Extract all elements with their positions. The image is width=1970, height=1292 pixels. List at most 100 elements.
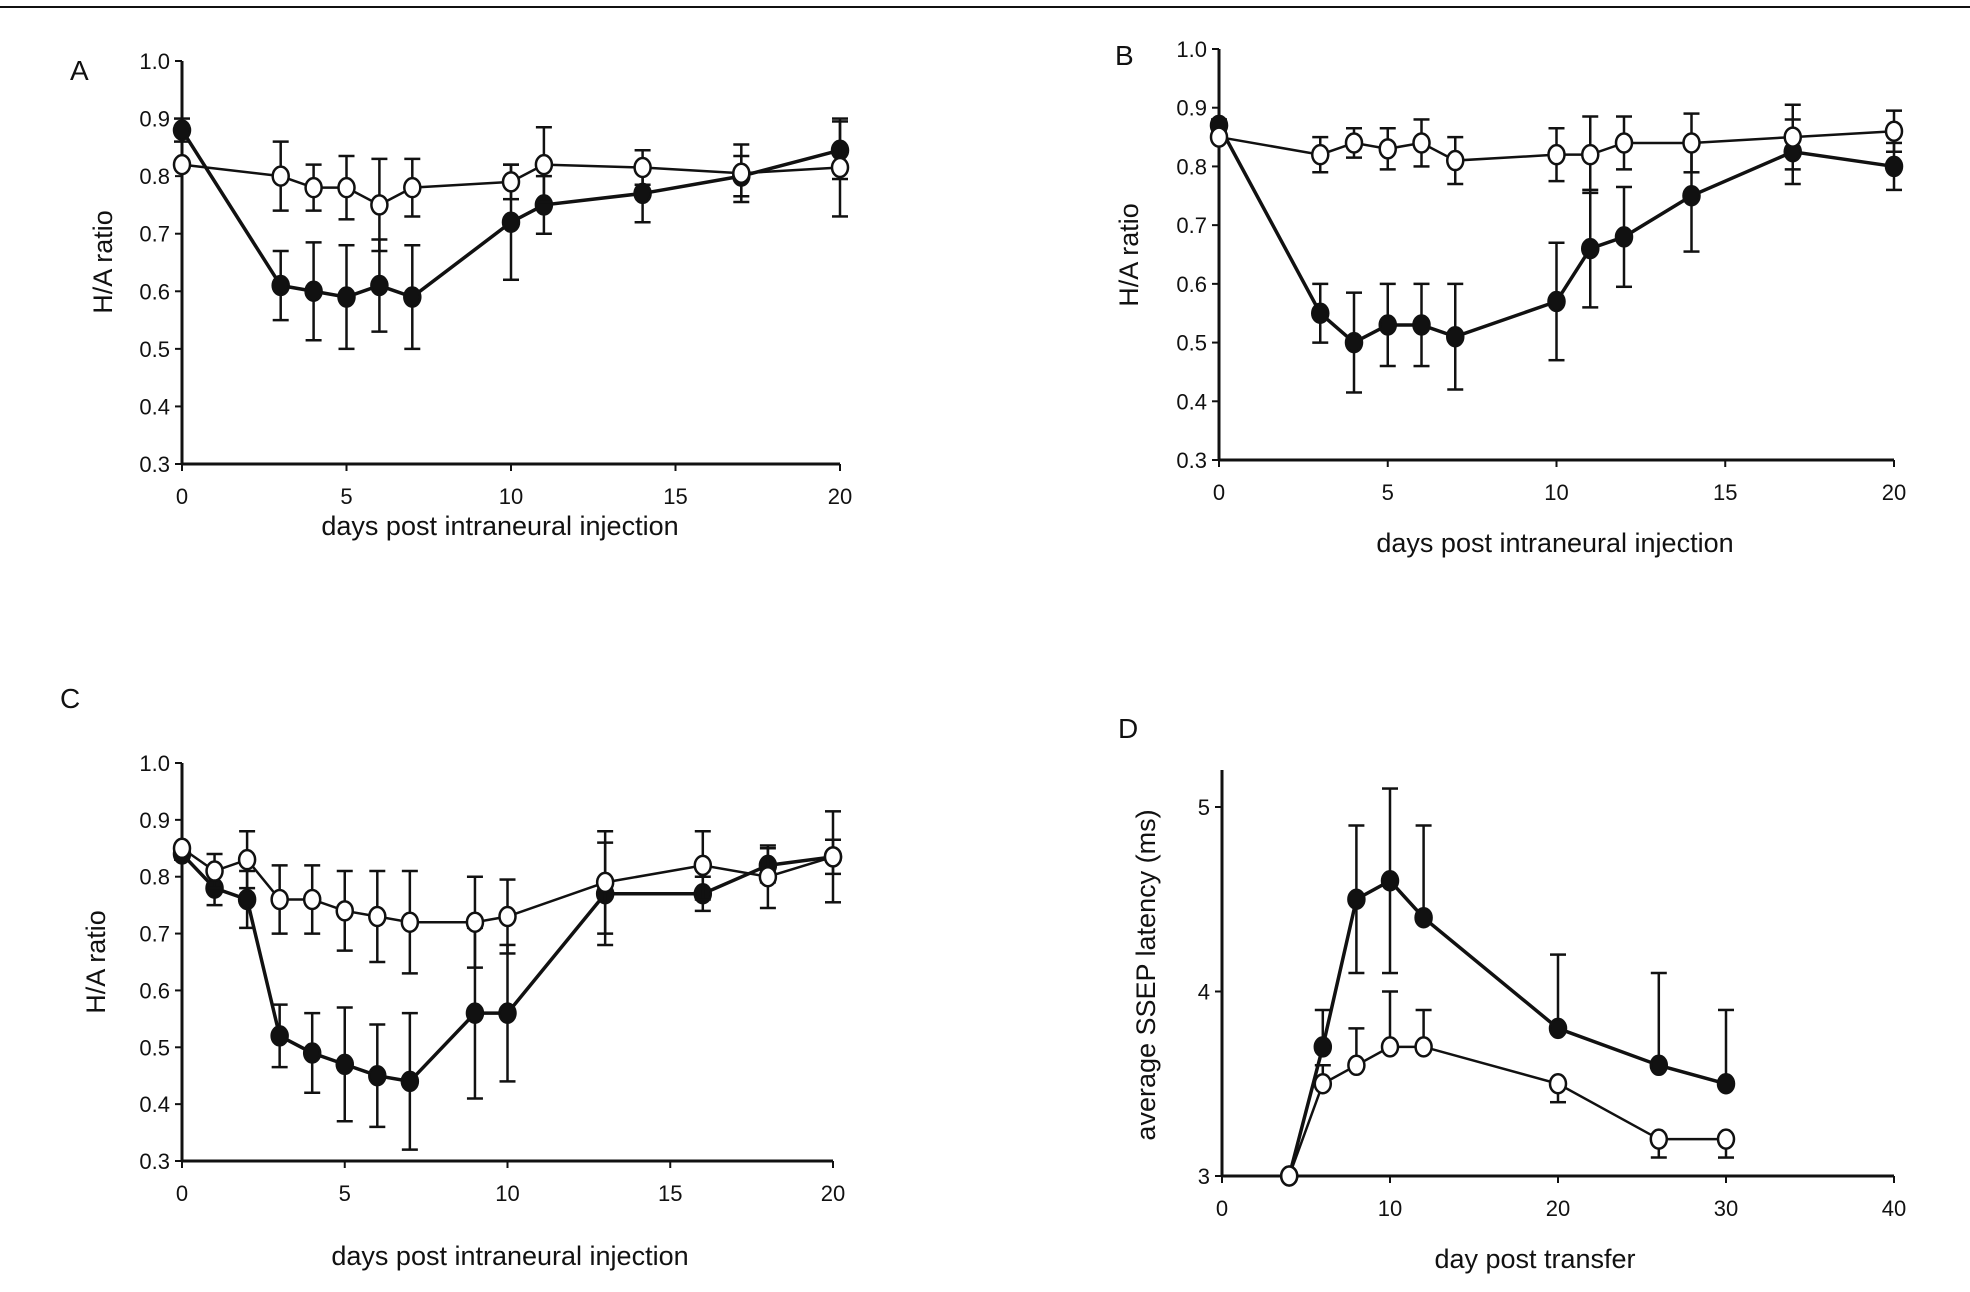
data-point <box>1378 314 1397 336</box>
y-tick-label: 0.4 <box>1176 389 1207 414</box>
y-tick-label: 0.6 <box>1176 272 1207 297</box>
series-open <box>1209 103 1904 195</box>
x-tick-label: 30 <box>1714 1196 1738 1221</box>
data-point <box>1548 1017 1568 1040</box>
y-tick-label: 0.7 <box>139 922 170 947</box>
data-point <box>1313 1036 1333 1058</box>
data-point <box>1649 1054 1669 1077</box>
data-point <box>1581 237 1600 260</box>
data-point <box>758 865 778 888</box>
x-tick-label: 10 <box>499 484 523 509</box>
y-tick-label: 1.0 <box>139 49 170 74</box>
y-tick-label: 0.5 <box>139 1035 170 1060</box>
series-line <box>180 852 834 1084</box>
panel-a: A 0 5 10 15 20 0.3 0.4 0.5 0.6 0.7 0.8 0.9 1.0 days po… <box>70 49 852 541</box>
y-tick-label: 1.0 <box>1176 37 1207 62</box>
data-point <box>337 176 356 199</box>
data-point <box>1313 1073 1333 1095</box>
series-open <box>172 810 843 975</box>
panel-label: C <box>60 683 80 714</box>
data-point <box>337 286 356 308</box>
y-tick-label: 0.4 <box>139 1092 170 1117</box>
y-axis-label: H/A ratio <box>88 210 118 314</box>
data-point <box>302 888 322 911</box>
y-tick-label: 0.3 <box>139 452 170 477</box>
data-point <box>1783 126 1802 148</box>
panel-label: A <box>70 55 89 86</box>
panel-b: B 0 5 10 15 20 0.3 0.4 0.5 0.6 0.7 0.8 0.9 1.0 days po… <box>1114 37 1906 558</box>
data-point <box>1682 132 1701 154</box>
data-point <box>1412 314 1431 336</box>
y-tick-label: 0.6 <box>139 279 170 304</box>
y-tick-label: 0.8 <box>139 865 170 890</box>
data-point <box>1446 325 1465 348</box>
data-point <box>172 119 192 141</box>
x-tick-label: 10 <box>495 1181 519 1206</box>
series-open <box>172 117 850 253</box>
data-point <box>368 1064 387 1087</box>
y-tick-label: 5 <box>1198 795 1210 820</box>
data-point <box>370 194 389 216</box>
data-point <box>172 837 192 860</box>
y-tick-label: 0.9 <box>139 808 170 833</box>
data-point <box>1614 226 1634 248</box>
data-point <box>1378 138 1397 160</box>
data-point <box>1344 331 1364 354</box>
data-point <box>693 854 713 877</box>
x-axis-label: days post intraneural injection <box>1376 528 1733 558</box>
data-point <box>1347 888 1366 910</box>
data-point <box>1311 143 1330 166</box>
y-tick-label: 0.7 <box>1176 213 1207 238</box>
y-tick-label: 0.9 <box>1176 96 1207 121</box>
data-point <box>1380 1036 1400 1058</box>
y-tick-label: 0.8 <box>139 164 170 189</box>
data-point <box>1412 132 1431 154</box>
x-axis-label: day post transfer <box>1434 1244 1635 1274</box>
data-point <box>1716 1073 1736 1095</box>
y-tick-label: 1.0 <box>139 751 170 776</box>
data-point <box>172 153 192 176</box>
data-point <box>270 1025 289 1047</box>
top-border-line <box>0 6 1970 8</box>
data-point <box>595 871 615 894</box>
data-point <box>237 888 257 911</box>
data-point <box>1209 126 1229 148</box>
x-axis-label: days post intraneural injection <box>321 511 678 541</box>
data-point <box>1344 132 1364 154</box>
panel-label: D <box>1118 713 1138 744</box>
y-axis-label: H/A ratio <box>81 910 111 1014</box>
data-point <box>1682 185 1701 207</box>
data-point <box>498 905 517 928</box>
y-tick-label: 0.8 <box>1176 154 1207 179</box>
series-filled <box>1279 787 1736 1187</box>
data-point <box>1884 155 1904 178</box>
y-tick-label: 4 <box>1198 980 1210 1005</box>
series-filled <box>1209 114 1904 394</box>
data-point <box>1614 132 1634 154</box>
panel-d: D 0 10 20 30 40 3 4 5 day post transfer average SS… <box>1118 713 1906 1274</box>
data-point <box>1716 1128 1736 1150</box>
y-tick-label: 0.7 <box>139 222 170 247</box>
data-point <box>465 911 485 933</box>
x-tick-label: 40 <box>1882 1196 1906 1221</box>
data-point <box>1649 1128 1669 1150</box>
x-axis-label: days post intraneural injection <box>331 1241 688 1271</box>
x-tick-label: 20 <box>821 1181 845 1206</box>
data-point <box>400 911 420 933</box>
data-point <box>1548 1073 1568 1095</box>
series-open <box>1279 990 1736 1187</box>
data-point <box>732 162 751 185</box>
x-tick-label: 10 <box>1544 480 1568 505</box>
data-point <box>1414 906 1433 929</box>
x-tick-label: 20 <box>828 484 852 509</box>
x-tick-label: 5 <box>340 484 352 509</box>
data-point <box>304 176 323 199</box>
data-point <box>501 171 521 193</box>
y-tick-label: 0.5 <box>139 337 170 362</box>
y-axis-label: average SSEP latency (ms) <box>1131 809 1161 1140</box>
data-point <box>498 1002 517 1024</box>
data-point <box>501 211 521 233</box>
x-tick-label: 20 <box>1882 480 1906 505</box>
data-point <box>370 274 389 297</box>
